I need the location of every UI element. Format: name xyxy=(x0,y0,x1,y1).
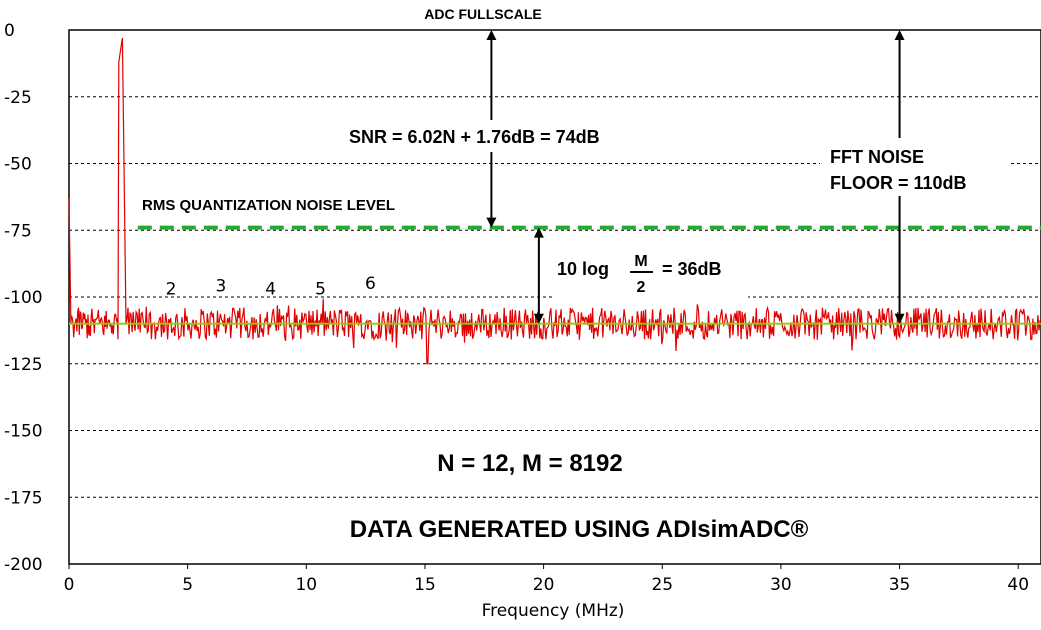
harmonic-labels: 2 3 4 5 6 xyxy=(166,274,376,299)
y-tick-label: 0 xyxy=(4,21,15,41)
gain-numerator: M xyxy=(634,253,647,270)
params-backdrop xyxy=(394,442,666,484)
x-tick-label: 40 xyxy=(1007,575,1029,595)
x-tick-label: 30 xyxy=(770,575,792,595)
fft-noise-label-line2: FLOOR = 110dB xyxy=(830,173,967,193)
source-backdrop xyxy=(296,506,862,548)
x-tick-label: 20 xyxy=(533,575,555,595)
x-tick-label: 0 xyxy=(64,575,75,595)
reference-lines xyxy=(69,225,1041,325)
spectrum-trace xyxy=(68,37,1041,365)
x-tick-labels: 0 5 10 15 20 25 30 35 40 xyxy=(64,564,1029,595)
fft-noise-backdrop xyxy=(820,138,1010,196)
y-tick-label: -200 xyxy=(4,555,43,575)
y-tick-label: -150 xyxy=(4,422,43,442)
rms-noise-backdrop xyxy=(136,194,472,214)
spectrum-series xyxy=(68,37,1041,365)
x-tick-label: 25 xyxy=(651,575,673,595)
gain-suffix: = 36dB xyxy=(662,259,722,279)
snr-label-backdrop xyxy=(340,120,674,152)
processing-gain-arrow-head-bottom xyxy=(533,313,544,324)
snr-arrow-head-bottom xyxy=(486,217,497,228)
gain-prefix: 10 log xyxy=(557,259,609,279)
fft-noise-floor-arrow-head-bottom xyxy=(894,313,905,324)
harmonic-label: 2 xyxy=(166,279,177,299)
processing-gain-arrow-head-top xyxy=(533,227,544,238)
gain-denominator: 2 xyxy=(637,279,646,296)
harmonic-label: 6 xyxy=(365,274,376,294)
rms-noise-label: RMS QUANTIZATION NOISE LEVEL xyxy=(142,197,395,214)
x-tick-label: 15 xyxy=(414,575,436,595)
y-tick-label: -50 xyxy=(4,155,32,175)
harmonic-label: 5 xyxy=(315,279,326,299)
x-axis-label: Frequency (MHz) xyxy=(482,601,625,621)
harmonic-label: 3 xyxy=(215,277,226,297)
y-tick-label: -25 xyxy=(4,88,32,108)
y-tick-label: -75 xyxy=(4,221,32,241)
grid-lines xyxy=(69,96,1041,498)
y-tick-label: -100 xyxy=(4,288,43,308)
harmonic-label: 4 xyxy=(265,279,276,299)
y-tick-labels: 0 -25 -50 -75 -100 -125 -150 -175 -200 xyxy=(4,21,43,575)
params-label: N = 12, M = 8192 xyxy=(437,450,622,477)
fft-noise-floor-arrow-head-top xyxy=(894,30,905,40)
snr-label: SNR = 6.02N + 1.76dB = 74dB xyxy=(349,127,600,147)
x-tick-label: 5 xyxy=(182,575,193,595)
x-tick-label: 35 xyxy=(889,575,911,595)
y-tick-label: -125 xyxy=(4,355,43,375)
source-label: DATA GENERATED USING ADIsimADC® xyxy=(350,516,809,543)
adc-fullscale-label: ADC FULLSCALE xyxy=(424,6,541,22)
y-tick-label: -175 xyxy=(4,488,43,508)
snr-arrow-head-top xyxy=(486,30,497,40)
x-tick-label: 10 xyxy=(295,575,317,595)
fft-noise-label-line1: FFT NOISE xyxy=(830,147,924,167)
